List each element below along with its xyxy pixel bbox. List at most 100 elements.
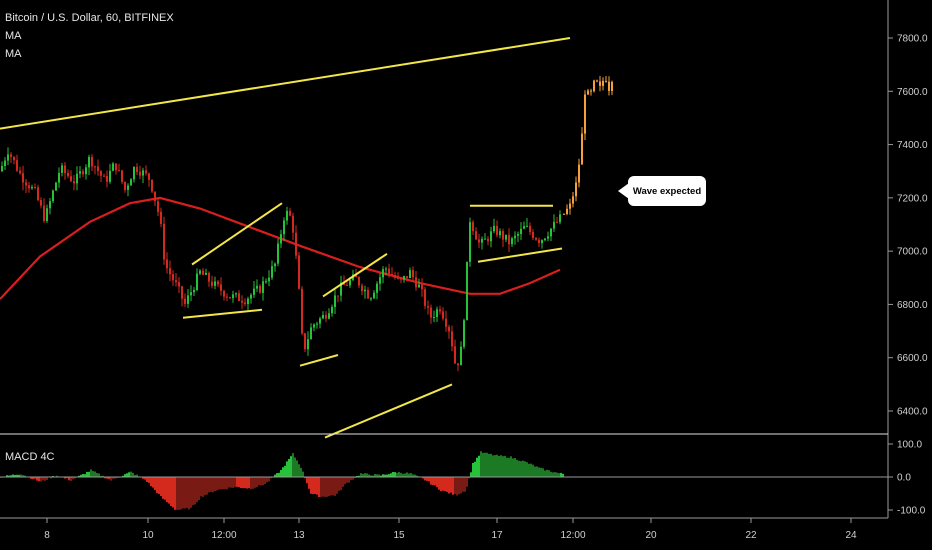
- macd-histogram-bar: [214, 477, 216, 491]
- candle-body: [244, 302, 246, 305]
- projection-candle-body: [599, 81, 601, 86]
- candle-body: [292, 215, 294, 233]
- candle-body: [151, 179, 153, 192]
- candle-body: [421, 284, 423, 290]
- macd-histogram-bar: [56, 475, 58, 477]
- candle-body: [394, 275, 396, 278]
- price-axis-label: 7000.0: [897, 247, 928, 258]
- candle-body: [136, 167, 138, 172]
- candle-body: [403, 276, 405, 280]
- candle-body: [472, 222, 474, 232]
- macd-histogram-bar: [456, 477, 458, 496]
- macd-histogram-bar: [376, 474, 378, 477]
- macd-histogram-bar: [340, 477, 342, 491]
- macd-histogram-bar: [200, 477, 202, 497]
- candle-body: [259, 285, 261, 293]
- candle-body: [406, 276, 408, 278]
- macd-histogram-bar: [44, 477, 46, 481]
- macd-histogram-bar: [386, 474, 388, 477]
- macd-histogram-bar: [92, 471, 94, 477]
- candle-body: [199, 270, 201, 274]
- macd-histogram-bar: [480, 451, 482, 477]
- macd-histogram-bar: [300, 467, 302, 477]
- candle-body: [391, 274, 393, 275]
- macd-histogram-bar: [516, 460, 518, 477]
- macd-histogram-bar: [280, 470, 282, 477]
- macd-histogram-bar: [208, 477, 210, 493]
- candle-body: [268, 277, 270, 282]
- macd-pane: [0, 451, 888, 510]
- candle-body: [523, 226, 525, 229]
- candle-body: [379, 277, 381, 284]
- candle-body: [229, 297, 231, 299]
- macd-histogram-bar: [42, 477, 44, 481]
- candle-body: [415, 277, 417, 288]
- candle-body: [388, 268, 390, 274]
- macd-histogram-bar: [188, 477, 190, 510]
- macd-histogram-bar: [354, 477, 356, 479]
- macd-histogram-bar: [530, 463, 532, 477]
- candle-body: [88, 157, 90, 168]
- macd-histogram-bar: [150, 477, 152, 487]
- macd-histogram-bar: [116, 477, 118, 479]
- macd-histogram-bar: [260, 477, 262, 486]
- candle-body: [277, 243, 279, 264]
- time-axis-label: 12:00: [560, 530, 585, 541]
- candle-body: [61, 165, 63, 173]
- macd-histogram-bar: [70, 477, 72, 481]
- macd-histogram-bar: [458, 477, 460, 495]
- macd-histogram-bar: [370, 475, 372, 477]
- macd-histogram-bar: [32, 477, 34, 480]
- macd-histogram-bar: [90, 469, 92, 477]
- projection-candle-body: [581, 133, 583, 165]
- macd-histogram-bar: [14, 475, 16, 477]
- macd-histogram-bar: [304, 477, 306, 479]
- macd-histogram-bar: [346, 477, 348, 483]
- candle-body: [25, 182, 27, 186]
- price-axis-label: 6800.0: [897, 300, 928, 311]
- candle-body: [157, 201, 159, 212]
- macd-histogram-bar: [534, 466, 536, 477]
- macd-histogram-bar: [384, 474, 386, 477]
- macd-histogram-bar: [380, 475, 382, 477]
- macd-histogram-bar: [186, 477, 188, 508]
- macd-axis-label: 100.0: [897, 440, 922, 451]
- macd-histogram-bar: [244, 477, 246, 489]
- candle-body: [376, 283, 378, 293]
- macd-histogram-bar: [372, 475, 374, 477]
- candle-body: [109, 170, 111, 182]
- macd-histogram-bar: [96, 473, 98, 477]
- candle-body: [187, 295, 189, 304]
- candle-body: [49, 201, 51, 209]
- macd-histogram-bar: [122, 475, 124, 477]
- candle-body: [505, 234, 507, 240]
- macd-histogram-bar: [102, 475, 104, 477]
- candle-body: [235, 293, 237, 295]
- macd-histogram-bar: [416, 475, 418, 477]
- candle-body: [274, 263, 276, 267]
- candle-body: [511, 238, 513, 245]
- candle-body: [100, 171, 102, 176]
- candle-body: [16, 160, 18, 171]
- macd-histogram-bar: [302, 471, 304, 477]
- macd-histogram-bar: [6, 475, 8, 477]
- projection-candle-body: [608, 81, 610, 91]
- macd-histogram-bar: [560, 472, 562, 477]
- candle-body: [163, 223, 165, 260]
- macd-histogram-bar: [128, 472, 130, 477]
- candle-body: [130, 179, 132, 186]
- macd-histogram-bar: [252, 477, 254, 489]
- candle-body: [316, 323, 318, 325]
- candle-body: [550, 228, 552, 237]
- macd-histogram-bar: [172, 477, 174, 508]
- macd-histogram-bar: [352, 477, 354, 480]
- candle-body: [448, 326, 450, 332]
- candle-body: [154, 191, 156, 202]
- candle-body: [1, 166, 3, 172]
- macd-histogram-bar: [242, 477, 244, 489]
- macd-histogram-bar: [220, 477, 222, 490]
- candle-body: [148, 173, 150, 180]
- candle-body: [559, 214, 561, 223]
- candle-body: [64, 165, 66, 174]
- candle-body: [271, 266, 273, 278]
